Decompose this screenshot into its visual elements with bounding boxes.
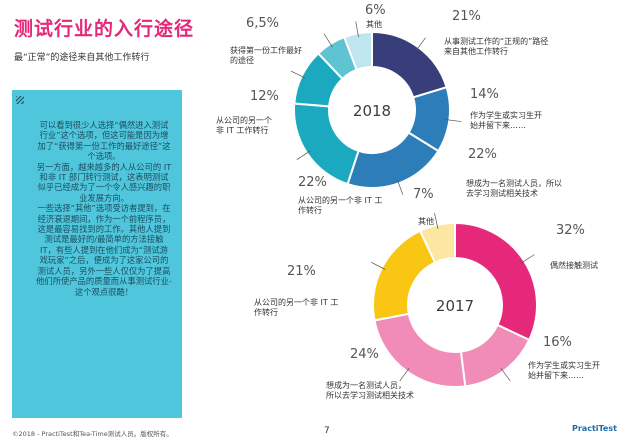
sidebar-text: 可以看到很少人选择“偶然进入测试行业”这个选项，但这可能是因为增加了“获得第一份…	[36, 120, 172, 297]
donut-2018-label-6-0: 其他	[366, 19, 382, 29]
donut-2018-slice-3	[293, 102, 360, 186]
donut-2018-pct-4: 12%	[250, 89, 279, 104]
donut-2018-pct-0: 21%	[452, 9, 481, 24]
donut-2017-pct-0: 32%	[556, 223, 585, 238]
copyright-text: ©2018 - PractiTest和Tea-Time测试人员。版权所有。	[12, 430, 173, 438]
donut-2018-leader-4	[290, 70, 306, 79]
page-number: 7	[324, 426, 330, 436]
donut-2017-slice-2	[373, 312, 467, 388]
donut-2017-label-1-0: 作为学生或实习生开	[528, 360, 600, 370]
donut-2018-label-0-0: 从事测试工作的“正规的”路径	[444, 36, 548, 46]
donut-2017-label-3-0: 从公司的另一个非 IT 工	[254, 297, 338, 307]
donut-2018-leader-5	[323, 33, 333, 48]
donut-2018-label-0-1: 来自其他工作转行	[444, 46, 508, 56]
donut-2017-leader-4	[434, 213, 439, 229]
donut-2018-pct-1: 14%	[470, 87, 499, 102]
donut-2017-label-1-1: 始并留下来……	[528, 370, 584, 380]
donut-2017-pct-2: 24%	[350, 347, 379, 362]
donut-2018-label-4-0: 从公司的另一个	[216, 115, 272, 125]
donut-2017-label-2-0: 想成为一名测试人员，	[326, 380, 406, 390]
donut-2017-label-3-1: 作转行	[254, 307, 278, 317]
donut-2018-label-1-1: 始并留下来……	[470, 120, 526, 130]
donut-2018-label-2-0: 想成为一名测试人员，所以	[466, 178, 562, 188]
donut-2018-label-3-0: 从公司的另一个非 IT 工	[298, 195, 382, 205]
donut-2018-label-5-0: 获得第一份工作最好	[230, 45, 302, 55]
donut-2018-leader-1	[445, 119, 462, 122]
donut-2018-center-year: 2018	[353, 102, 391, 120]
donut-2018-slice-6	[342, 30, 373, 72]
donut-2018-label-5-1: 的途径	[230, 55, 254, 65]
practitest-logo: PractiTest	[572, 424, 617, 433]
donut-2018-leader-2	[396, 179, 404, 195]
donut-2017-slice-4	[418, 221, 456, 264]
donut-2018-pct-6: 6%	[365, 3, 386, 18]
decorative-stripe-icon	[16, 96, 24, 104]
donut-2017-label-0-0: 偶然接触测试	[550, 260, 598, 270]
sidebar-panel: 可以看到很少人选择“偶然进入测试行业”这个选项，但这可能是因为增加了“获得第一份…	[12, 90, 182, 418]
donut-2017-center-year: 2017	[436, 297, 474, 315]
donut-2018-label-4-1: 非 IT 工作转行	[216, 125, 268, 135]
page-title: 测试行业的入行途径	[14, 18, 195, 40]
donut-2017-leader-3	[371, 262, 386, 270]
donut-2018-pct-3: 22%	[298, 175, 327, 190]
donut-2018-pct-2: 22%	[468, 147, 497, 162]
donut-2017-slice-1	[459, 323, 531, 388]
donut-2017-slice-0	[454, 221, 538, 342]
donut-2018-leader-0	[415, 37, 426, 51]
donut-2018-label-3-1: 作转行	[298, 205, 322, 215]
donut-2017-leader-2	[399, 367, 410, 382]
donut-2017-leader-0	[520, 254, 535, 264]
donut-2018-leader-6	[355, 21, 359, 38]
donut-2017-pct-4: 7%	[413, 187, 434, 202]
donut-2018-pct-5: 6,5%	[246, 16, 279, 31]
donut-2018-leader-3	[296, 150, 311, 160]
page-subtitle: 最“正常”的途径来自其他工作转行	[14, 53, 150, 63]
donut-2017-pct-1: 16%	[543, 335, 572, 350]
donut-2017-label-4-0: 其他	[418, 216, 434, 226]
donut-2017-pct-3: 21%	[287, 264, 316, 279]
donut-2017-leader-1	[500, 367, 511, 382]
donut-2018-label-1-0: 作为学生或实习生开	[470, 110, 542, 120]
donut-2017-label-2-1: 所以去学习测试相关技术	[326, 390, 414, 400]
donut-2018-label-2-1: 去学习测试相关技术	[466, 188, 538, 198]
donut-2018-slice-0	[371, 30, 448, 99]
